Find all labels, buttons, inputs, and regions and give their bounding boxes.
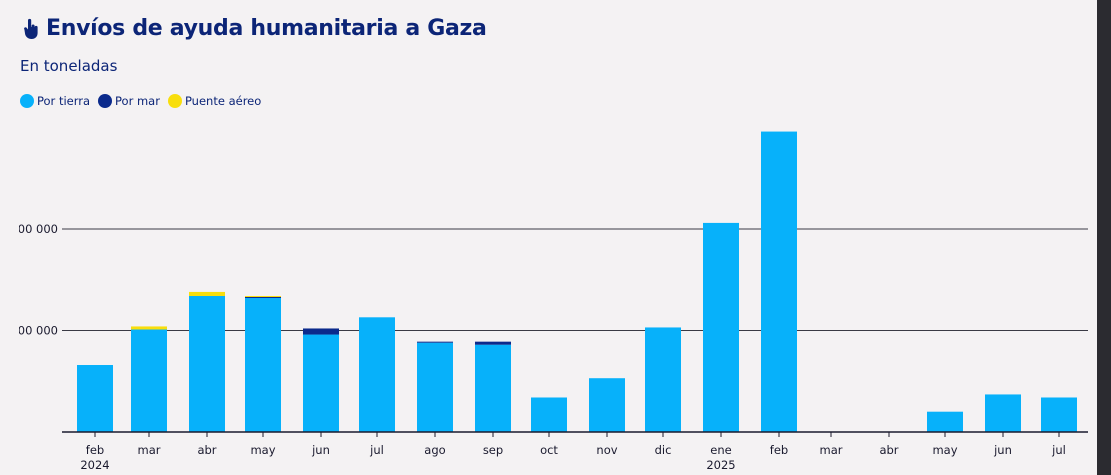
bar-puente-aéreo bbox=[131, 326, 167, 330]
x-tick-label: jul bbox=[1051, 443, 1066, 457]
x-tick-label: ene bbox=[710, 443, 731, 457]
x-tick-label: abr bbox=[197, 443, 216, 457]
bar-por-tierra bbox=[985, 394, 1021, 432]
x-tick-label: nov bbox=[596, 443, 617, 457]
legend-label: Puente aéreo bbox=[184, 94, 262, 108]
x-tick-label: ago bbox=[424, 443, 445, 457]
bar-por-tierra bbox=[245, 298, 281, 432]
legend-swatch bbox=[20, 94, 34, 108]
x-tick-label: mar bbox=[820, 443, 843, 457]
bar-por-mar bbox=[417, 341, 453, 343]
y-tick-label: 100 000 bbox=[10, 324, 58, 338]
bar-por-mar bbox=[245, 297, 281, 299]
legend: Por tierra Por mar Puente aéreo bbox=[20, 94, 261, 108]
pointer-hand-icon bbox=[24, 18, 38, 39]
x-tick-label: abr bbox=[879, 443, 898, 457]
bar-por-tierra bbox=[359, 317, 395, 432]
x-tick-label: mar bbox=[138, 443, 161, 457]
bar-por-tierra bbox=[77, 365, 113, 432]
bar-por-tierra bbox=[1041, 397, 1077, 432]
legend-item-aereo[interactable]: Puente aéreo bbox=[167, 94, 262, 108]
bar-por-tierra bbox=[645, 327, 681, 432]
x-tick-label: jun bbox=[993, 443, 1012, 457]
title-text: Envíos de ayuda humanitaria a Gaza bbox=[46, 16, 487, 41]
legend-label: Por mar bbox=[115, 94, 160, 108]
legend-item-tierra[interactable]: Por tierra bbox=[20, 94, 90, 108]
x-tick-label: feb bbox=[770, 443, 788, 457]
bar-por-tierra bbox=[417, 342, 453, 432]
bar-por-mar bbox=[475, 341, 511, 345]
legend-item-mar[interactable]: Por mar bbox=[98, 94, 160, 108]
bar-por-tierra bbox=[475, 344, 511, 432]
right-edge-panel bbox=[1097, 0, 1111, 475]
bar-por-tierra bbox=[761, 131, 797, 432]
x-tick-label: may bbox=[932, 443, 957, 457]
legend-swatch bbox=[167, 94, 182, 108]
legend-swatch bbox=[98, 94, 113, 108]
x-tick-label: oct bbox=[540, 443, 558, 457]
x-year-label: 2024 bbox=[80, 458, 109, 472]
bar-por-tierra bbox=[531, 397, 567, 432]
x-tick-label: may bbox=[250, 443, 275, 457]
bar-por-tierra bbox=[589, 378, 625, 432]
bar-puente-aéreo bbox=[189, 291, 225, 296]
bar-puente-aéreo bbox=[245, 295, 281, 298]
x-tick-label: jul bbox=[369, 443, 384, 457]
x-tick-label: sep bbox=[483, 443, 503, 457]
legend-label: Por tierra bbox=[37, 94, 91, 108]
x-tick-label: dic bbox=[655, 443, 672, 457]
x-tick-label: feb bbox=[86, 443, 104, 457]
x-year-label: 2025 bbox=[706, 458, 735, 472]
y-label-mask bbox=[0, 210, 19, 350]
bar-por-tierra bbox=[703, 222, 739, 432]
bar-por-tierra bbox=[131, 329, 167, 432]
y-tick-label: 200 000 bbox=[10, 222, 58, 236]
bar-por-mar bbox=[303, 328, 339, 335]
bar-por-tierra bbox=[189, 295, 225, 432]
x-tick-label: jun bbox=[311, 443, 330, 457]
chart-title: Envíos de ayuda humanitaria a Gaza bbox=[22, 16, 487, 41]
bar-por-tierra bbox=[927, 411, 963, 432]
chart-subtitle: En toneladas bbox=[20, 57, 118, 75]
bar-por-tierra bbox=[303, 334, 339, 432]
